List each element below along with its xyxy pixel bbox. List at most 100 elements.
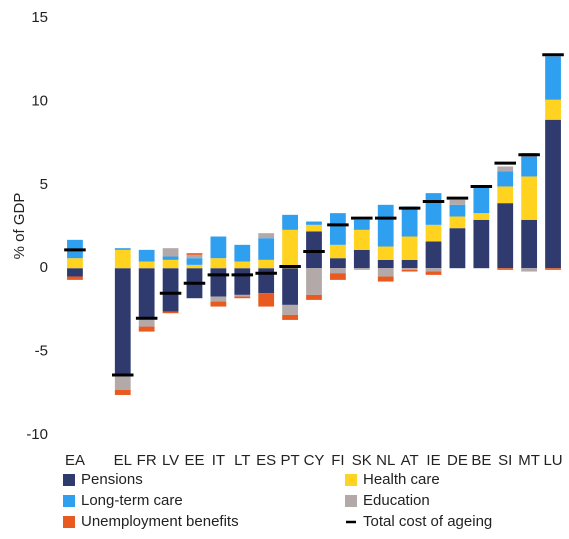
bar-segment xyxy=(545,119,561,269)
y-axis-label: % of GDP xyxy=(11,193,28,260)
bar-segment xyxy=(186,258,203,265)
bar-segment xyxy=(449,216,466,229)
bar-segment xyxy=(138,318,155,327)
bar-segment xyxy=(67,276,83,280)
bar-segment xyxy=(67,268,83,277)
bar-segment xyxy=(521,268,538,272)
bar-segment xyxy=(138,261,155,269)
bar-segment xyxy=(353,268,370,270)
bar-segment xyxy=(425,268,442,272)
x-tick-label: MT xyxy=(518,452,540,469)
bar-segment xyxy=(353,219,370,230)
x-tick-label: LU xyxy=(543,452,562,469)
bar-segment xyxy=(473,219,490,269)
bar-segment xyxy=(377,204,394,247)
bar-segment xyxy=(114,268,131,377)
bar-segment xyxy=(114,376,131,390)
bar-segment xyxy=(353,249,370,269)
bar-segment xyxy=(162,311,179,314)
legend-label: Total cost of ageing xyxy=(363,513,492,530)
bar-segment xyxy=(425,224,442,242)
bar-segment xyxy=(138,249,155,262)
bar-segment xyxy=(449,228,466,269)
x-tick-label: SK xyxy=(352,452,372,469)
bar-segment xyxy=(330,258,346,269)
bar-segment xyxy=(330,213,346,245)
bar-segment xyxy=(282,214,298,230)
bar-segment xyxy=(306,224,322,232)
bar-segment xyxy=(67,258,83,269)
bar-segment xyxy=(210,268,227,297)
bar-segment xyxy=(234,261,251,269)
x-tick-label: SI xyxy=(498,452,512,469)
legend-label: Pensions xyxy=(81,471,143,488)
bar-segment xyxy=(497,186,514,204)
bar-segment xyxy=(138,268,155,319)
bar-segment xyxy=(282,229,298,269)
bar-segment xyxy=(497,171,514,187)
bar-segment xyxy=(210,258,227,269)
x-tick-label: LT xyxy=(234,452,250,469)
bar-segment xyxy=(306,231,322,269)
bar-segment xyxy=(330,244,346,259)
bar-segment xyxy=(330,273,346,280)
x-tick-label: LV xyxy=(162,452,179,469)
bar-segment xyxy=(234,268,251,295)
x-tick-label: ES xyxy=(256,452,276,469)
bar-segment xyxy=(162,248,179,257)
bar-segment xyxy=(162,256,179,260)
bar-segment xyxy=(497,203,514,269)
bar-segment xyxy=(497,268,514,270)
bar-segment xyxy=(258,238,275,260)
x-tick-label: EL xyxy=(114,452,132,469)
bar-segment xyxy=(353,229,370,250)
bar-segment xyxy=(401,268,418,270)
bar-segment xyxy=(377,246,394,260)
legend-swatch xyxy=(63,474,75,486)
bar-segment xyxy=(258,259,275,269)
x-tick-label: IT xyxy=(212,452,225,469)
bar-segment xyxy=(401,206,418,237)
y-tick-label: 5 xyxy=(40,176,48,193)
y-tick-label: 15 xyxy=(31,9,48,26)
y-tick-label: 0 xyxy=(40,259,48,276)
bar-segment xyxy=(114,389,131,395)
bar-segment xyxy=(497,166,514,172)
bar-segment xyxy=(330,268,346,274)
bar-segment xyxy=(138,326,155,332)
bar-segment xyxy=(186,253,203,255)
x-tick-label: EE xyxy=(184,452,204,469)
bar-segment xyxy=(114,248,131,250)
bar-segment xyxy=(114,249,131,269)
y-tick-label: -5 xyxy=(35,343,48,360)
bar-segment xyxy=(162,268,179,312)
bar-segment xyxy=(401,269,418,272)
x-tick-label: DE xyxy=(447,452,468,469)
bar-segment xyxy=(545,56,561,100)
bar-segment xyxy=(425,193,442,225)
bar-segment xyxy=(282,304,298,315)
bar-segment xyxy=(306,268,322,295)
legend-label: Unemployment benefits xyxy=(81,513,239,530)
bar-segment xyxy=(521,156,538,177)
bar-segment xyxy=(377,259,394,269)
bar-segment xyxy=(258,293,275,307)
legend-label: Health care xyxy=(363,471,440,488)
bar-segment xyxy=(210,296,227,302)
legend-swatch xyxy=(345,474,357,486)
bar-segment xyxy=(210,236,227,259)
bar-segment xyxy=(449,199,466,205)
bar-segment xyxy=(377,276,394,282)
legend-label: Long-term care xyxy=(81,492,183,509)
bar-segment xyxy=(234,296,251,299)
x-tick-label: NL xyxy=(376,452,395,469)
bar-segment xyxy=(162,259,179,269)
bar-segment xyxy=(282,268,298,305)
x-tick-label: PT xyxy=(281,452,300,469)
y-tick-label: 10 xyxy=(31,92,48,109)
bar-segment xyxy=(425,271,442,275)
bar-segment xyxy=(401,259,418,269)
bar-segment xyxy=(473,186,490,214)
bar-segment xyxy=(449,204,466,217)
